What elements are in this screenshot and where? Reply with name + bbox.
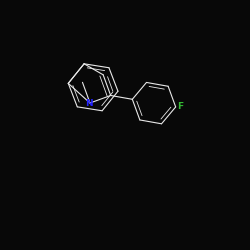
Text: F: F xyxy=(178,102,184,112)
Text: N: N xyxy=(85,98,93,108)
